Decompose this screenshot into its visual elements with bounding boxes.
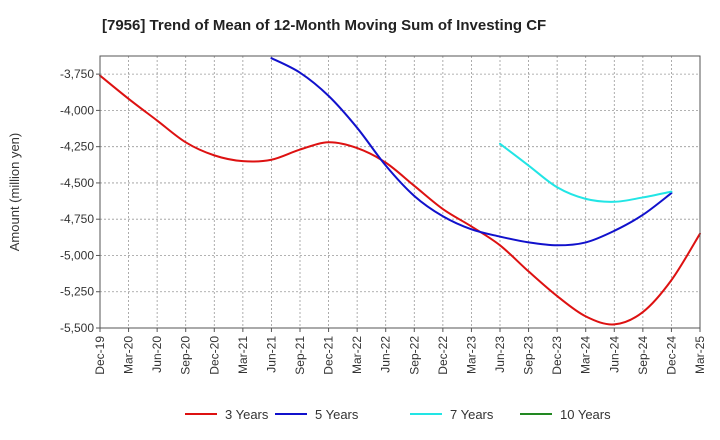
x-tick-label: Dec-20	[207, 336, 221, 375]
y-tick-label: -5,250	[60, 285, 94, 299]
x-tick-label: Dec-19	[93, 336, 107, 375]
x-tick-label: Sep-21	[293, 336, 307, 375]
y-tick-label: -4,000	[60, 103, 94, 117]
x-tick-label: Mar-23	[464, 336, 478, 374]
y-tick-label: -4,250	[60, 140, 94, 154]
chart-title: [7956] Trend of Mean of 12-Month Moving …	[102, 17, 546, 34]
legend-label: 10 Years	[560, 407, 611, 422]
x-tick-label: Dec-24	[664, 336, 678, 375]
y-tick-label: -3,750	[60, 67, 94, 81]
series-line-1	[270, 57, 673, 247]
y-tick-label: -5,500	[60, 321, 94, 335]
legend-label: 7 Years	[450, 407, 494, 422]
legend-label: 5 Years	[315, 407, 359, 422]
x-tick-label: Mar-22	[350, 336, 364, 374]
x-tick-label: Mar-24	[579, 336, 593, 374]
x-tick-label: Sep-22	[407, 336, 421, 375]
x-tick-label: Dec-22	[436, 336, 450, 375]
x-tick-label: Jun-20	[150, 336, 164, 373]
series-group	[99, 57, 701, 326]
x-tick-label: Mar-21	[236, 336, 250, 374]
y-axis-label: Amount (million yen)	[7, 133, 22, 252]
plot-frame	[99, 55, 701, 329]
x-axis-ticks: Dec-19 Mar-20 Jun-20 Sep-20 Dec-20 Mar-21 Jun-…	[93, 328, 707, 375]
x-tick-label: Mar-20	[122, 336, 136, 374]
x-tick-label: Jun-24	[607, 336, 621, 373]
y-tick-label: -4,750	[60, 212, 94, 226]
x-tick-label: Sep-20	[179, 336, 193, 375]
series-line-2	[499, 142, 673, 203]
x-tick-label: Dec-21	[322, 336, 336, 375]
x-tick-label: Sep-24	[636, 336, 650, 375]
y-axis-ticks: -3,750 -4,000 -4,250 -4,500 -4,750 -5,000 -5,2…	[60, 67, 100, 335]
x-tick-label: Jun-22	[379, 336, 393, 373]
y-tick-label: -4,500	[60, 176, 94, 190]
x-tick-label: Jun-23	[493, 336, 507, 373]
series-line-0	[99, 74, 701, 326]
grid	[100, 56, 700, 329]
legend-label: 3 Years	[225, 407, 269, 422]
x-tick-label: Dec-23	[550, 336, 564, 375]
legend: 3 Years 5 Years 7 Years 10 Years	[185, 407, 611, 422]
x-tick-label: Sep-23	[522, 336, 536, 375]
x-tick-label: Jun-21	[264, 336, 278, 373]
x-tick-label: Mar-25	[693, 336, 707, 374]
y-tick-label: -5,000	[60, 248, 94, 262]
